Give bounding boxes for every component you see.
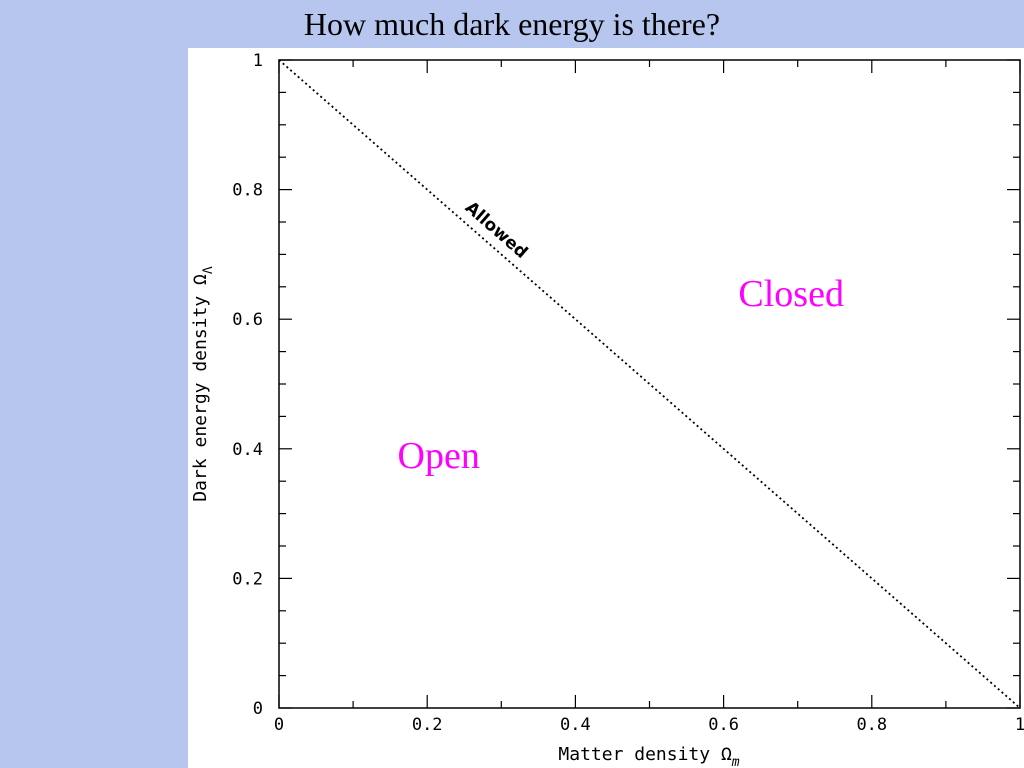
- series-layer: [278, 59, 1021, 709]
- x-tick-label: 0.4: [560, 715, 591, 735]
- annotations-layer: Allowed Closed Open: [398, 198, 844, 477]
- y-tick-label: 0: [253, 699, 263, 719]
- allowed-label: Allowed: [461, 198, 531, 263]
- y-tick-label: 1: [253, 51, 263, 71]
- x-axis-label-subscript: m: [731, 755, 740, 768]
- tick-labels: 0 0.2 0.4 0.6 0.8 1 0 0.2 0.4 0.6 0.8 1: [232, 51, 1024, 735]
- dark-energy-chart: 0 0.2 0.4 0.6 0.8 1 0 0.2 0.4 0.6 0.8 1 Allowed Clos…: [190, 51, 1024, 768]
- x-tick-label: 0.8: [856, 715, 887, 735]
- x-tick-label: 0.2: [412, 715, 443, 735]
- slide-title: How much dark energy is there?: [303, 6, 721, 42]
- closed-label: Closed: [738, 273, 844, 315]
- x-tick-label: 0: [274, 715, 284, 735]
- x-axis-label-text: Matter density Ω: [558, 744, 732, 765]
- y-tick-label: 0.6: [232, 310, 263, 330]
- plot-panel: 0 0.2 0.4 0.6 0.8 1 0 0.2 0.4 0.6 0.8 1 Allowed Clos…: [188, 48, 1024, 768]
- y-axis-label: Dark energy density ΩΛ: [190, 266, 216, 502]
- open-label: Open: [398, 435, 480, 477]
- x-axis-label: Matter density Ωm: [558, 744, 739, 768]
- allowed-line: [278, 59, 1021, 709]
- y-tick-label: 0.4: [232, 440, 263, 460]
- y-axis-label-subscript: Λ: [201, 266, 216, 274]
- y-axis-label-text: Dark energy density Ω: [190, 274, 211, 502]
- x-tick-label: 0.6: [708, 715, 739, 735]
- y-tick-label: 0.2: [232, 569, 263, 589]
- x-tick-label: 1: [1015, 715, 1024, 735]
- axis-ticks: [278, 59, 1021, 709]
- y-tick-label: 0.8: [232, 181, 263, 201]
